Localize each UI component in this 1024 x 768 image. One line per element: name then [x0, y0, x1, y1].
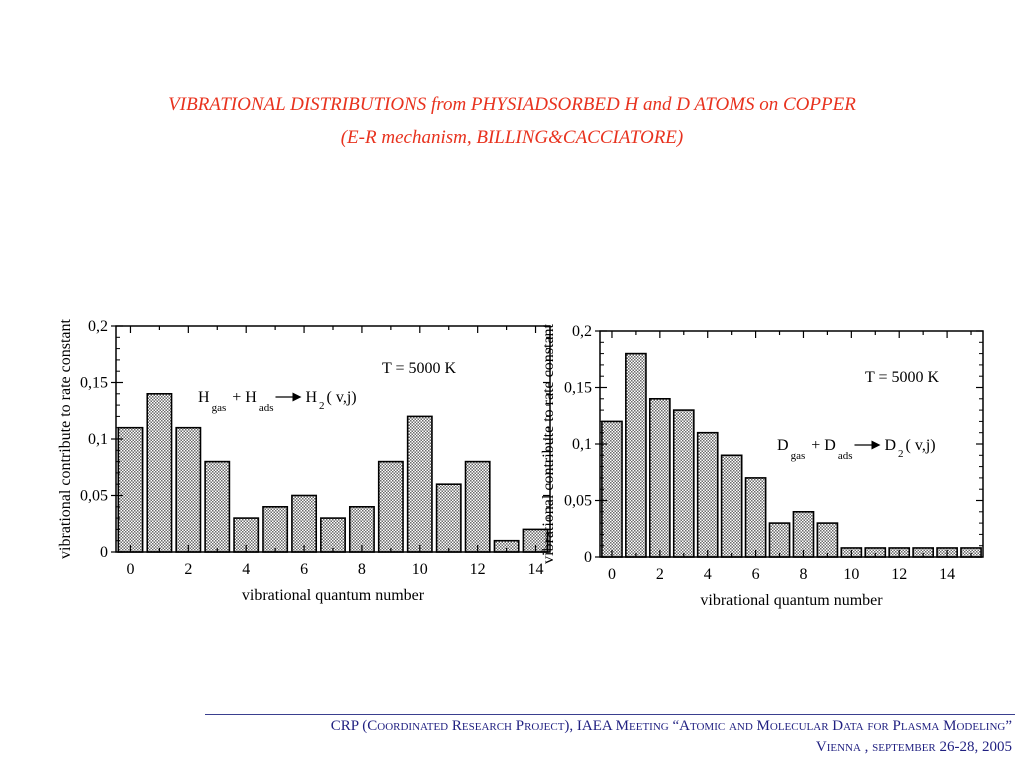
bar-v5	[720, 454, 743, 558]
reactant-adsorbed-subscript: ads	[259, 402, 274, 414]
x-tick-label: 0	[608, 566, 616, 583]
bar-v3	[204, 460, 231, 553]
x-tick-label: 4	[704, 566, 712, 583]
bar-v10	[406, 415, 433, 553]
x-tick-label: 4	[242, 561, 250, 578]
bar-v12	[464, 460, 491, 553]
slide-title: VIBRATIONAL DISTRIBUTIONS from PHYSIADSO…	[168, 94, 856, 115]
reactant-adsorbed: + H	[232, 389, 257, 406]
y-tick-label: 0,15	[564, 380, 592, 397]
bar-v6	[744, 477, 767, 558]
bar-v7	[768, 522, 791, 558]
bar-v2	[175, 426, 202, 553]
temperature-annotation: T = 5000 K	[382, 360, 457, 377]
x-axis-label: vibrational quantum number	[700, 592, 883, 609]
h2-distribution-chart: 0 2 4 6 8 10 12 14 0 0,05 0,1 0,15 0,2 vibrational qu…	[57, 318, 551, 604]
x-tick-label: 14	[528, 561, 544, 578]
footer-venue-line: Vienna , september 26-28, 2005	[815, 739, 1012, 755]
y-tick-label: 0,2	[88, 318, 108, 335]
x-tick-label: 2	[184, 561, 192, 578]
bar-v0	[601, 420, 623, 558]
bar-v9	[377, 460, 404, 553]
y-tick-label: 0	[584, 549, 592, 566]
reaction-arrowhead	[292, 392, 302, 402]
bar-v0	[117, 426, 144, 553]
x-tick-label: 10	[412, 561, 428, 578]
bar-v5	[262, 506, 289, 553]
reactant-gas-subscript: gas	[791, 450, 806, 462]
y-tick-label: 0,1	[88, 431, 108, 448]
footer-divider	[205, 714, 1015, 715]
bar-v2	[648, 398, 671, 558]
bar-v1	[146, 393, 173, 553]
reactant-adsorbed-subscript: ads	[838, 450, 853, 462]
bar-v11	[435, 483, 462, 553]
product-molecule: H	[305, 389, 317, 406]
footer-meeting-line: CRP (Coordinated Research Project), IAEA…	[330, 718, 1012, 734]
product-state: ( v,j)	[327, 389, 357, 406]
bar-v9	[816, 522, 839, 558]
x-tick-label: 6	[752, 566, 760, 583]
x-tick-label: 12	[470, 561, 486, 578]
y-axis-label: vibrational contribute to rate constant	[57, 318, 74, 558]
y-tick-label: 0,2	[572, 323, 592, 340]
bar-v6	[291, 494, 318, 553]
y-tick-label: 0,05	[564, 493, 592, 510]
bar-v1	[625, 352, 647, 558]
reactant-gas: H	[198, 389, 210, 406]
x-tick-label: 6	[300, 561, 308, 578]
bar-v3	[672, 409, 695, 558]
reactant-gas: D	[777, 437, 789, 454]
x-tick-label: 8	[799, 566, 807, 583]
x-tick-label: 14	[939, 566, 955, 583]
x-tick-label: 0	[126, 561, 134, 578]
reactant-gas-subscript: gas	[212, 402, 227, 414]
product-state: ( v,j)	[906, 437, 936, 454]
reaction-arrowhead	[871, 440, 881, 450]
d2-distribution-chart: 0 2 4 6 8 10 12 14 0 0,05 0,1 0,15 0,2 vibrational qu…	[540, 323, 984, 609]
reactant-adsorbed: + D	[811, 437, 836, 454]
x-tick-label: 8	[358, 561, 366, 578]
x-tick-label: 2	[656, 566, 664, 583]
product-molecule: D	[884, 437, 896, 454]
y-tick-label: 0,1	[572, 436, 592, 453]
y-tick-label: 0	[100, 544, 108, 561]
product-subscript: 2	[898, 448, 904, 460]
y-tick-label: 0,15	[80, 375, 108, 392]
temperature-annotation: T = 5000 K	[865, 369, 940, 386]
y-tick-label: 0,05	[80, 488, 108, 505]
x-tick-label: 10	[843, 566, 859, 583]
slide-subtitle: (E-R mechanism, BILLING&CACCIATORE)	[340, 127, 684, 148]
product-subscript: 2	[319, 400, 325, 412]
x-tick-label: 12	[891, 566, 907, 583]
x-axis-label: vibrational quantum number	[242, 587, 425, 604]
bar-v4	[696, 431, 719, 558]
y-axis-label: vibrational contribute to rate constant	[540, 323, 557, 563]
bar-v7	[320, 517, 346, 553]
